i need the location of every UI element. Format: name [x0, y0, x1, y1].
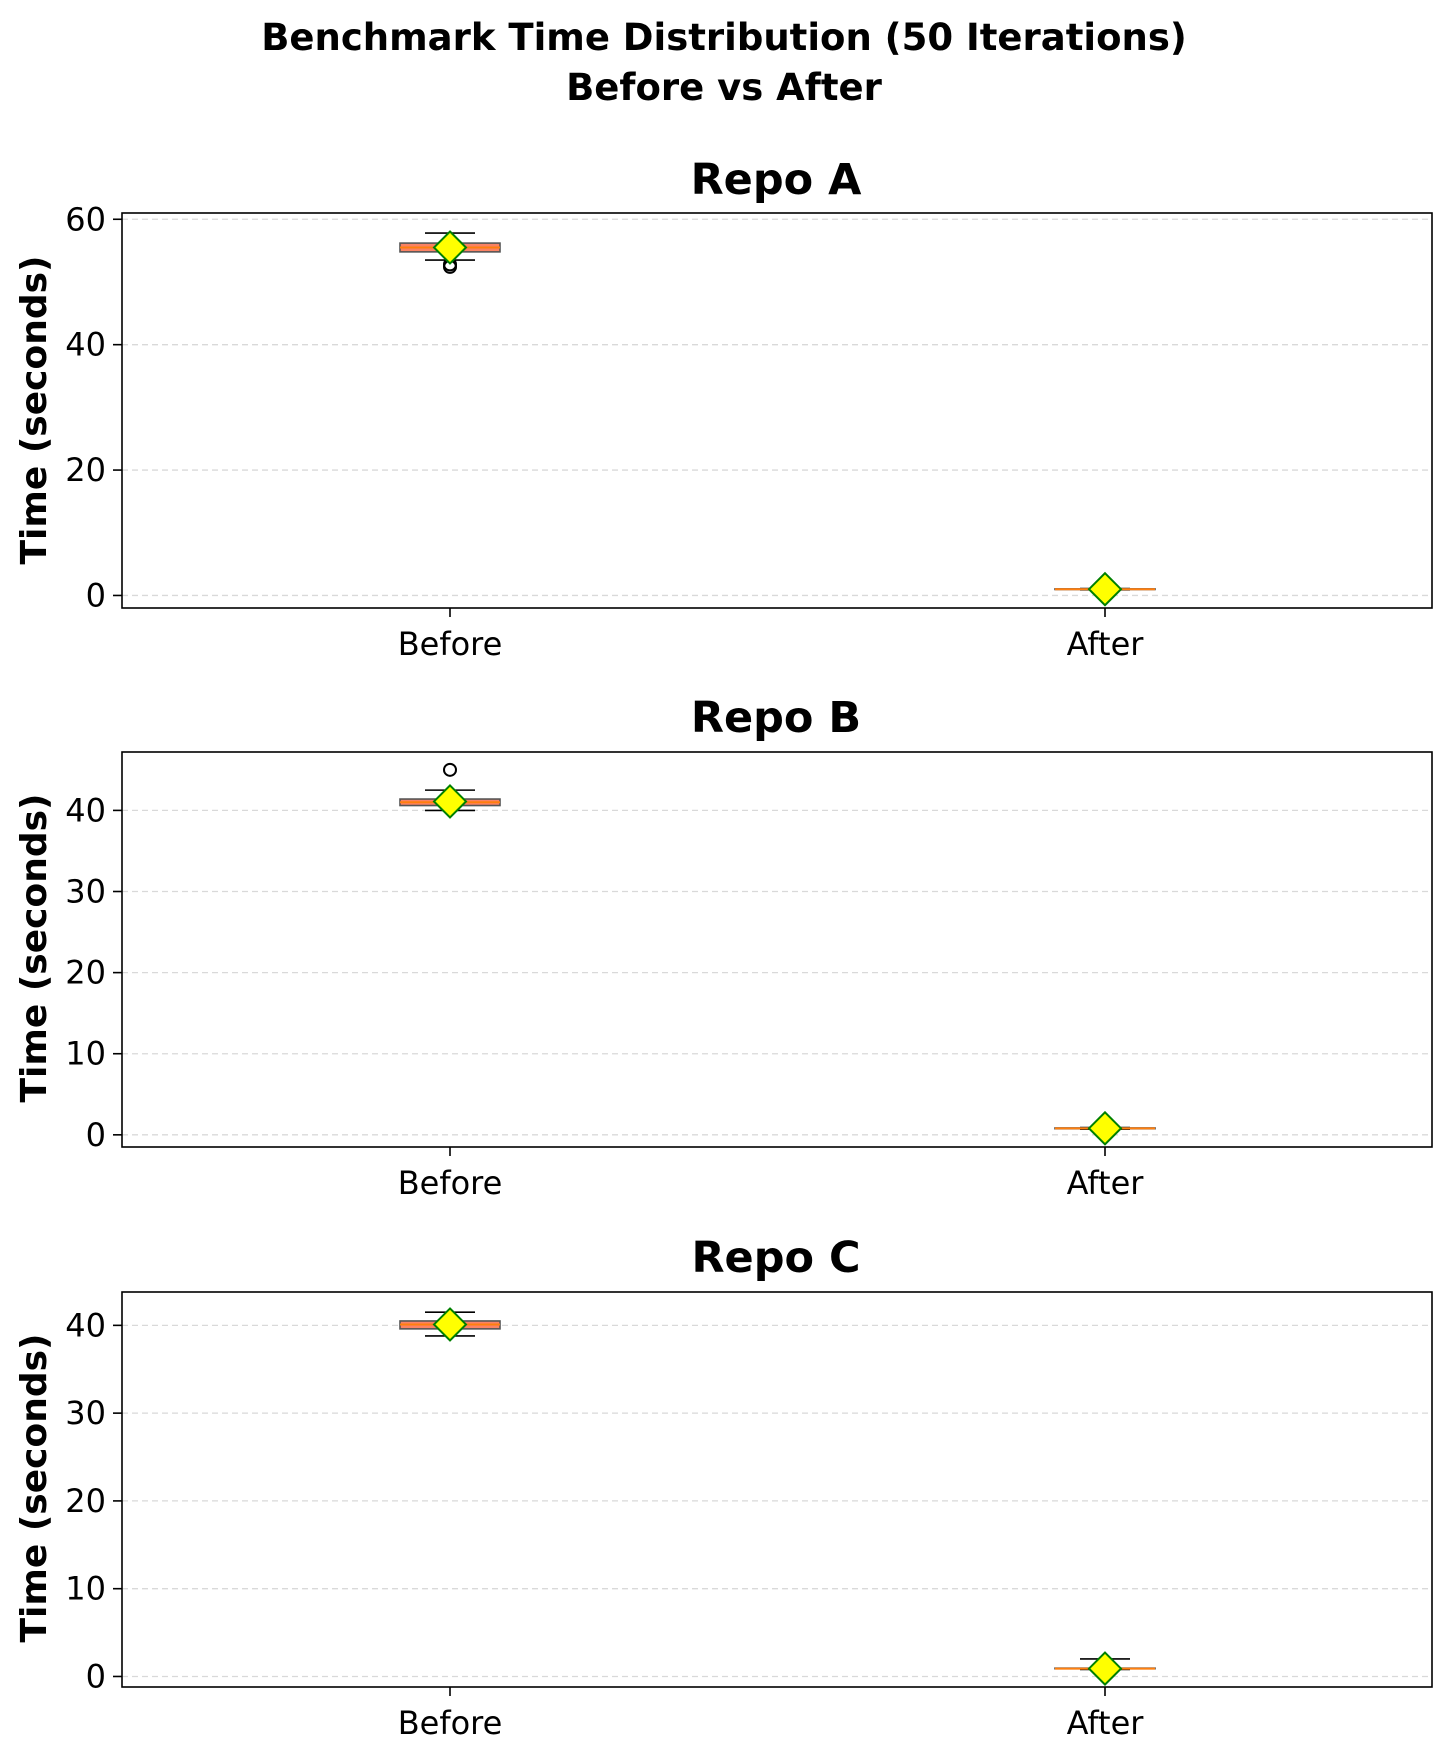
- mean-marker: [432, 230, 468, 265]
- mean-marker: [1087, 1651, 1123, 1686]
- panel-repo-a: Repo A Time (seconds) 0 20 40 60 Before After: [14, 155, 1433, 663]
- x-tick-label: Before: [398, 625, 503, 663]
- mean-marker: [432, 784, 468, 819]
- y-tick-label: 10: [65, 1570, 106, 1608]
- y-tick-label: 10: [65, 1035, 106, 1073]
- y-tick-label: 30: [65, 873, 106, 911]
- y-tick-label: 0: [86, 576, 106, 614]
- y-tick-label: 20: [65, 451, 106, 489]
- panel-repo-c: Repo C Time (seconds) 0 10 20 30 40 Before Aft…: [14, 1233, 1433, 1742]
- plot-frame: [121, 212, 1433, 609]
- y-axis-label: Time (seconds): [14, 255, 55, 564]
- y-tick-label: 60: [65, 200, 106, 238]
- mean-marker: [432, 1307, 468, 1342]
- panel-title: Repo C: [691, 1233, 860, 1283]
- figure-title-line2: Before vs After: [566, 66, 883, 109]
- y-axis-label: Time (seconds): [14, 793, 55, 1102]
- x-tick-label: After: [1067, 1164, 1145, 1202]
- y-tick-label: 0: [86, 1116, 106, 1154]
- plot-frame: [121, 1291, 1433, 1688]
- y-axis-label: Time (seconds): [14, 1333, 55, 1642]
- figure-title-line1: Benchmark Time Distribution (50 Iteratio…: [261, 16, 1187, 59]
- y-tick-label: 30: [65, 1394, 106, 1432]
- panel-title: Repo A: [691, 155, 863, 205]
- x-tick-label: After: [1067, 1704, 1145, 1742]
- y-tick-label: 0: [86, 1657, 106, 1695]
- y-tick-label: 20: [65, 1482, 106, 1520]
- mean-marker: [1087, 571, 1123, 607]
- plot-frame: [121, 751, 1433, 1148]
- x-tick-label: Before: [398, 1164, 503, 1202]
- mean-marker: [1087, 1110, 1123, 1146]
- panel-title: Repo B: [691, 693, 861, 743]
- y-tick-label: 20: [65, 954, 106, 992]
- x-tick-label: Before: [398, 1704, 503, 1742]
- x-tick-label: After: [1067, 625, 1145, 663]
- y-tick-label: 40: [65, 791, 106, 829]
- y-tick-label: 40: [65, 326, 106, 364]
- outlier-point: [443, 762, 457, 777]
- y-tick-label: 40: [65, 1306, 106, 1344]
- panel-repo-b: Repo B Time (seconds) 0 10 20 30 40 Before Aft…: [14, 693, 1433, 1202]
